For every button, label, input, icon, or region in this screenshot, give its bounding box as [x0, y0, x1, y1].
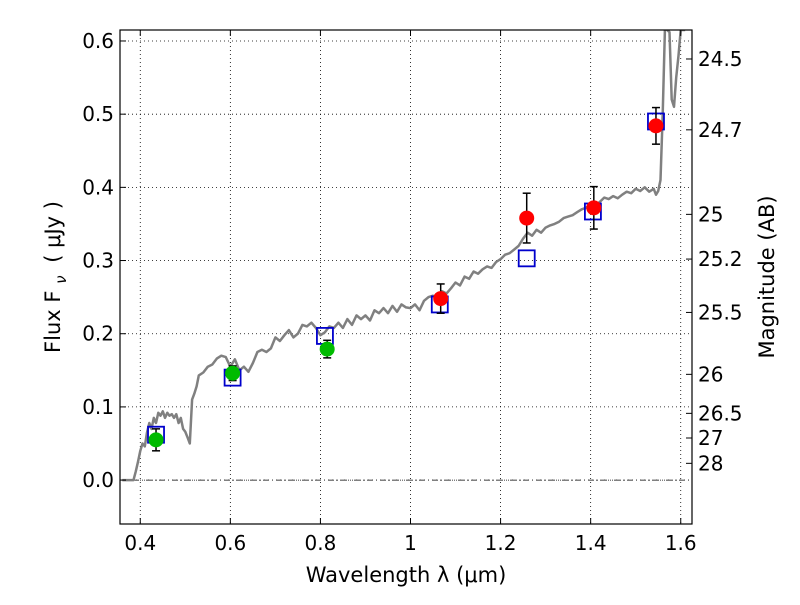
y-tick-label: 0.5 [82, 102, 114, 126]
y-tick-label: 0.2 [82, 322, 114, 346]
right-axis-label: Magnitude (AB) [755, 195, 779, 358]
y-tick-label: 0.6 [82, 29, 114, 53]
plot-frame [119, 29, 693, 525]
observed-point [586, 200, 602, 216]
y-axis-label: Flux F ν ( μJy ) [41, 201, 71, 353]
observed-point [319, 341, 335, 357]
observed-point [225, 365, 241, 381]
model-point [517, 249, 536, 268]
observed-point [519, 210, 535, 226]
x-tick-label: 1 [404, 531, 417, 555]
right-tick-label: 27 [698, 426, 723, 450]
y-tick-label: 0.3 [82, 249, 114, 273]
right-tick-label: 24.5 [698, 47, 743, 71]
right-tick-label: 26.5 [698, 401, 743, 425]
x-tick-label: 1.4 [575, 531, 607, 555]
right-tick-label: 25 [698, 202, 723, 226]
x-tick-label: 0.6 [214, 531, 246, 555]
y-tick-label: 0.4 [82, 175, 114, 199]
right-tick-label: 28 [698, 451, 723, 475]
x-tick-label: 1.6 [665, 531, 697, 555]
observed-point [433, 291, 449, 307]
spectrum-line [122, 30, 686, 482]
right-tick-label: 25.2 [698, 247, 743, 271]
plot-content [120, 30, 692, 482]
observed-point [148, 432, 164, 448]
x-tick-label: 0.8 [305, 531, 337, 555]
x-axis-label: Wavelength λ (μm) [306, 563, 507, 587]
observed-point [648, 118, 664, 134]
y-tick-label: 0.0 [82, 468, 114, 492]
x-tick-label: 1.2 [485, 531, 517, 555]
svg-text:Flux F ν ( μJy ): Flux F ν ( μJy ) [41, 201, 71, 353]
axis-ticks: 0.4 0.6 0.8 1 1.2 1.4 1.6 0.0 0.1 0.2 0.3 0.4 0.5 0.6… [82, 29, 742, 555]
right-tick-label: 24.7 [698, 118, 743, 142]
y-tick-label: 0.1 [82, 395, 114, 419]
y-axis-label-sub: ν [52, 275, 70, 283]
right-tick-label: 26 [698, 362, 723, 386]
y-axis-label-main: Flux F [41, 291, 65, 353]
right-tick-label: 25.5 [698, 300, 743, 324]
x-tick-label: 0.4 [124, 531, 156, 555]
y-axis-label-unit: ( μJy ) [41, 201, 65, 263]
